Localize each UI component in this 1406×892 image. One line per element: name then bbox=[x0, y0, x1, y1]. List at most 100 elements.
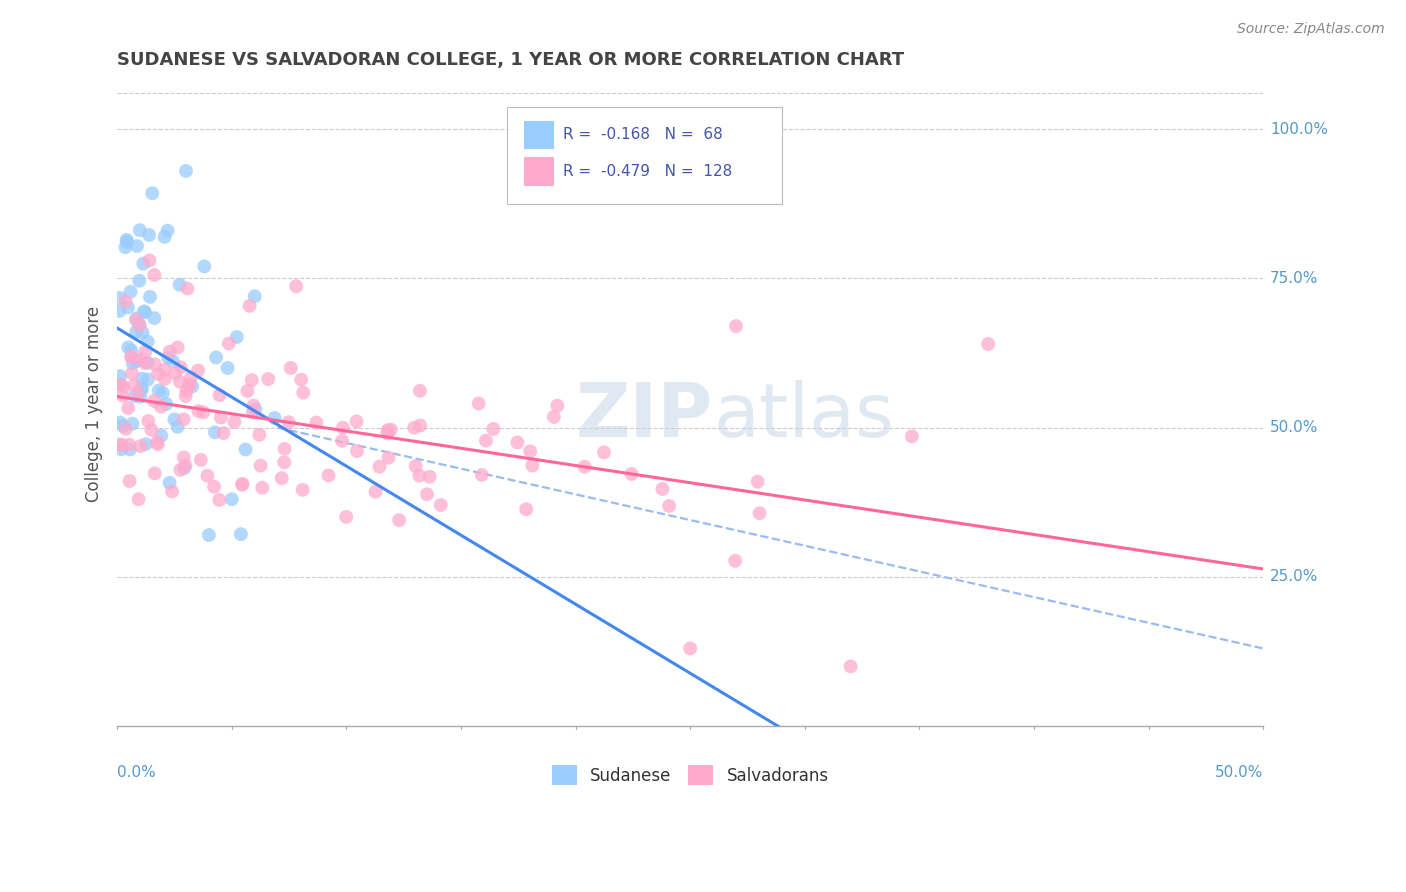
Point bbox=[128, 223, 150, 237]
Point bbox=[229, 527, 252, 541]
Point bbox=[112, 380, 135, 394]
Point bbox=[190, 453, 212, 467]
Point bbox=[280, 360, 302, 375]
Point bbox=[208, 492, 231, 507]
Point bbox=[901, 429, 924, 443]
Point bbox=[263, 411, 285, 425]
Point bbox=[977, 337, 1000, 351]
Point bbox=[128, 274, 150, 288]
Text: R =  -0.168   N =  68: R = -0.168 N = 68 bbox=[562, 128, 723, 143]
Point bbox=[128, 492, 150, 507]
Point bbox=[150, 428, 173, 442]
Point bbox=[136, 356, 159, 370]
Point bbox=[110, 416, 132, 430]
Text: ZIP: ZIP bbox=[576, 380, 713, 453]
Point bbox=[141, 423, 163, 437]
Point bbox=[165, 367, 187, 381]
Point bbox=[173, 450, 195, 465]
Point bbox=[252, 481, 274, 495]
Point bbox=[152, 385, 174, 400]
Point bbox=[658, 499, 681, 513]
Point bbox=[205, 351, 228, 365]
Point bbox=[330, 434, 353, 448]
Point bbox=[114, 240, 136, 254]
Point bbox=[482, 422, 505, 436]
Point bbox=[217, 361, 239, 376]
Point bbox=[110, 377, 132, 392]
Point bbox=[125, 239, 148, 253]
Text: atlas: atlas bbox=[713, 380, 894, 453]
Point bbox=[748, 506, 770, 520]
Point bbox=[364, 484, 387, 499]
Point bbox=[118, 437, 141, 451]
Point bbox=[202, 480, 225, 494]
Point bbox=[111, 438, 134, 452]
Point bbox=[574, 459, 596, 474]
Point bbox=[198, 528, 221, 542]
Point bbox=[114, 294, 136, 309]
Point bbox=[181, 379, 204, 393]
Point bbox=[593, 445, 616, 459]
Point bbox=[747, 475, 769, 489]
Point bbox=[224, 415, 246, 429]
Point bbox=[117, 300, 139, 314]
Point bbox=[146, 435, 169, 450]
Point bbox=[242, 405, 264, 419]
Point bbox=[163, 412, 186, 426]
Text: 25.0%: 25.0% bbox=[1270, 569, 1319, 584]
Point bbox=[193, 260, 215, 274]
Point bbox=[146, 437, 169, 451]
Point bbox=[273, 442, 295, 456]
Point bbox=[125, 311, 148, 326]
Point bbox=[115, 235, 138, 249]
Point bbox=[257, 372, 280, 386]
Point bbox=[148, 384, 170, 398]
Point bbox=[131, 372, 153, 386]
Point bbox=[110, 442, 132, 457]
Point bbox=[277, 415, 299, 429]
Point bbox=[139, 290, 162, 304]
Point bbox=[135, 437, 157, 451]
Point bbox=[136, 372, 159, 386]
Point bbox=[187, 363, 209, 377]
FancyBboxPatch shape bbox=[524, 157, 554, 186]
Point bbox=[134, 305, 156, 319]
Point bbox=[839, 659, 862, 673]
Point bbox=[179, 378, 201, 392]
Point bbox=[173, 412, 195, 426]
Point bbox=[187, 404, 209, 418]
Point bbox=[377, 423, 399, 437]
Point bbox=[335, 509, 357, 524]
Point bbox=[108, 377, 131, 392]
Point bbox=[377, 426, 399, 441]
Point bbox=[141, 186, 163, 201]
Point bbox=[176, 281, 198, 295]
Y-axis label: College, 1 year or more: College, 1 year or more bbox=[86, 306, 103, 502]
Point bbox=[724, 319, 747, 334]
Point bbox=[143, 358, 166, 372]
FancyBboxPatch shape bbox=[524, 120, 554, 149]
Point bbox=[125, 312, 148, 326]
Point bbox=[416, 487, 439, 501]
Point bbox=[108, 304, 131, 318]
Point bbox=[429, 498, 451, 512]
Point bbox=[108, 369, 131, 384]
Point bbox=[169, 277, 191, 292]
Point bbox=[236, 384, 259, 398]
Point bbox=[122, 378, 145, 392]
Point bbox=[138, 227, 160, 242]
Point bbox=[125, 354, 148, 368]
Point bbox=[120, 343, 142, 358]
Point bbox=[129, 352, 152, 367]
Point bbox=[143, 268, 166, 282]
Point bbox=[506, 435, 529, 450]
Point bbox=[218, 336, 240, 351]
Point bbox=[128, 318, 150, 333]
Point bbox=[118, 474, 141, 488]
Point bbox=[132, 304, 155, 318]
Point bbox=[169, 360, 191, 375]
Point bbox=[346, 444, 368, 458]
Point bbox=[231, 477, 253, 491]
Point bbox=[125, 325, 148, 339]
Text: Source: ZipAtlas.com: Source: ZipAtlas.com bbox=[1237, 22, 1385, 37]
